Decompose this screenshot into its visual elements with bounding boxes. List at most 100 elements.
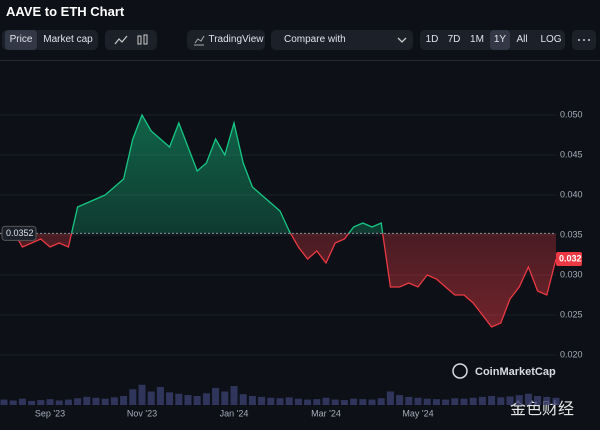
- volume-bar: [423, 398, 431, 405]
- volume-bar: [83, 396, 91, 405]
- volume-bar: [138, 384, 146, 405]
- price-line: [3, 113, 384, 234]
- volume-bar: [129, 389, 137, 405]
- volume-bar: [267, 397, 275, 405]
- volume-bar: [147, 391, 155, 405]
- volume-bar: [543, 396, 551, 405]
- volume-bar: [101, 398, 109, 405]
- volume-bar: [74, 398, 82, 405]
- volume-bar: [120, 396, 128, 405]
- volume-bar: [506, 396, 514, 405]
- volume-bar: [0, 399, 8, 405]
- volume-bar: [414, 397, 422, 405]
- icons: [114, 34, 148, 45]
- volume-bar: [193, 396, 201, 405]
- volume-bar: [55, 400, 63, 405]
- last-price-tag: [556, 252, 582, 266]
- baseline-tag: [1, 225, 37, 241]
- volume-bar: [248, 396, 256, 405]
- volume-bar: [432, 399, 440, 405]
- y-tick-label: 0.040: [560, 189, 583, 199]
- area: [4, 233, 556, 327]
- volume-bar: [64, 399, 72, 405]
- y-tick-label: 0.035: [560, 229, 583, 239]
- tradingview-label: TradingView: [208, 34, 264, 45]
- volume-bar: [46, 399, 54, 405]
- volume-bar: [313, 399, 321, 405]
- volume-bar: [515, 395, 523, 405]
- x-tick-label: Nov '23: [127, 408, 157, 418]
- volume-bar: [451, 398, 459, 405]
- range-button[interactable]: 1D: [425, 34, 439, 45]
- x-tick-label: Jan '24: [220, 408, 249, 418]
- volume-bar: [460, 398, 468, 405]
- volume-bar: [28, 400, 36, 405]
- volume-bar: [212, 387, 220, 405]
- volume-bar: [92, 397, 100, 405]
- volume-bar: [230, 386, 238, 405]
- range-button[interactable]: 1Y: [490, 30, 510, 50]
- volume-bar: [497, 397, 505, 405]
- volume-bar: [294, 398, 302, 405]
- y-tick-label: 0.030: [560, 269, 583, 279]
- log-button[interactable]: LOG: [540, 34, 562, 45]
- tv-icon: [194, 35, 205, 46]
- volume-bar: [442, 399, 450, 405]
- dots: [578, 39, 590, 41]
- volume-bar: [552, 397, 560, 405]
- volume-bar: [37, 400, 45, 405]
- volume-bar: [184, 395, 192, 405]
- y-tick-label: 0.045: [560, 149, 583, 159]
- y-tick-label: 0.050: [560, 109, 583, 119]
- volume-bar: [285, 397, 293, 405]
- compare-select[interactable]: [271, 30, 413, 50]
- volume-bar: [175, 393, 183, 405]
- volume-bar: [322, 397, 330, 405]
- volume-bar: [166, 392, 174, 405]
- volume-bar: [396, 395, 404, 405]
- chevron: [397, 37, 407, 43]
- x-tick-label: May '24: [402, 408, 433, 418]
- volume-bar: [221, 391, 229, 405]
- volume-bar: [202, 393, 210, 405]
- tab[interactable]: Market cap: [43, 34, 93, 45]
- range-button[interactable]: 7D: [447, 34, 461, 45]
- x-tick-label: Mar '24: [311, 408, 341, 418]
- volume-bar: [478, 396, 486, 405]
- volume-bar: [488, 396, 496, 405]
- volume-bar: [110, 397, 118, 405]
- y-tick-label: 0.025: [560, 309, 583, 319]
- volume-bar: [239, 394, 247, 405]
- tradingview-button[interactable]: [187, 30, 265, 50]
- range-button[interactable]: 1M: [470, 34, 484, 45]
- x-tick-label: Sep '23: [35, 408, 65, 418]
- chart-type-group[interactable]: [105, 30, 157, 50]
- volume-bar: [469, 397, 477, 405]
- chart: CoinMarketCap 金色财经 0.0200.0250.0300.0350…: [0, 60, 600, 418]
- volume-bar: [534, 396, 542, 405]
- volume-bar: [156, 387, 164, 405]
- volume-bar: [331, 399, 339, 405]
- volume-bar: [405, 396, 413, 405]
- volume-bar: [368, 399, 376, 405]
- watermark-logo: [452, 363, 468, 379]
- volume-bar: [359, 399, 367, 405]
- volume-bar: [304, 399, 312, 405]
- volume-bar: [340, 400, 348, 405]
- volume-bar: [18, 398, 26, 405]
- page-title: AAVE to ETH Chart: [6, 4, 125, 19]
- more-button[interactable]: [572, 30, 596, 50]
- watermark: CoinMarketCap: [475, 366, 556, 378]
- volume-bar: [276, 398, 284, 405]
- area: [4, 115, 383, 234]
- volume-bar: [386, 391, 394, 405]
- volume-bar: [9, 400, 17, 405]
- volume-bar: [258, 396, 266, 405]
- baseline-label: 0.0352: [6, 228, 34, 238]
- y-tick-label: 0.020: [560, 349, 583, 359]
- tab[interactable]: Price: [5, 30, 37, 50]
- volume-bar: [377, 398, 385, 405]
- price-line: [13, 233, 557, 328]
- range-button[interactable]: All: [516, 34, 528, 45]
